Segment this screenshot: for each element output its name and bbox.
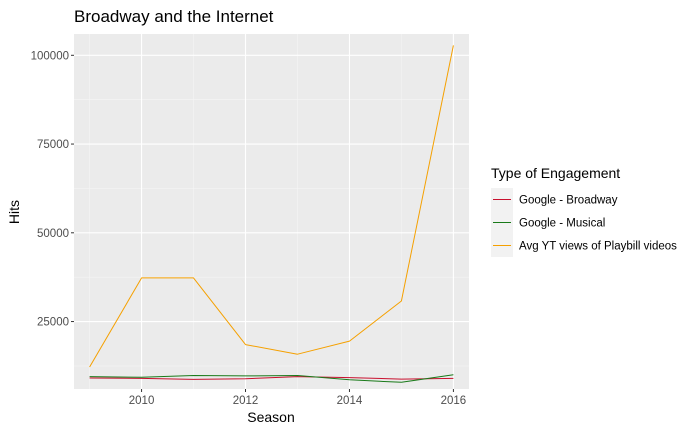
y-tick-label: 50000 (37, 228, 69, 240)
x-tick-label: 2014 (337, 395, 363, 407)
legend-label: Google - Musical (519, 218, 605, 230)
series-lines (89, 45, 454, 383)
chart-title: Broadway and the Internet (74, 7, 274, 26)
legend-title: Type of Engagement (491, 165, 620, 181)
y-tick-label: 25000 (37, 317, 69, 329)
x-tick-label: 2012 (233, 395, 259, 407)
legend-label: Google - Broadway (519, 195, 618, 207)
grid-minor (74, 34, 469, 389)
y-tick-label: 75000 (37, 139, 69, 151)
x-tick-label: 2010 (129, 395, 155, 407)
plot-panel (74, 34, 469, 389)
axes: 2010 2012 2014 2016 25000 50000 75000 100000 (31, 50, 467, 407)
series-line-2 (89, 374, 454, 383)
legend: Type of Engagement Google - Broadway Goog… (491, 165, 677, 257)
grid-major (74, 34, 469, 389)
y-tick-label: 100000 (31, 50, 69, 62)
legend-label: Avg YT views of Playbill videos (519, 241, 677, 253)
y-axis-title: Hits (6, 200, 22, 224)
series-line-1 (89, 376, 454, 380)
x-axis-title: Season (247, 409, 294, 425)
x-tick-label: 2016 (441, 395, 467, 407)
series-line-3 (89, 45, 454, 368)
